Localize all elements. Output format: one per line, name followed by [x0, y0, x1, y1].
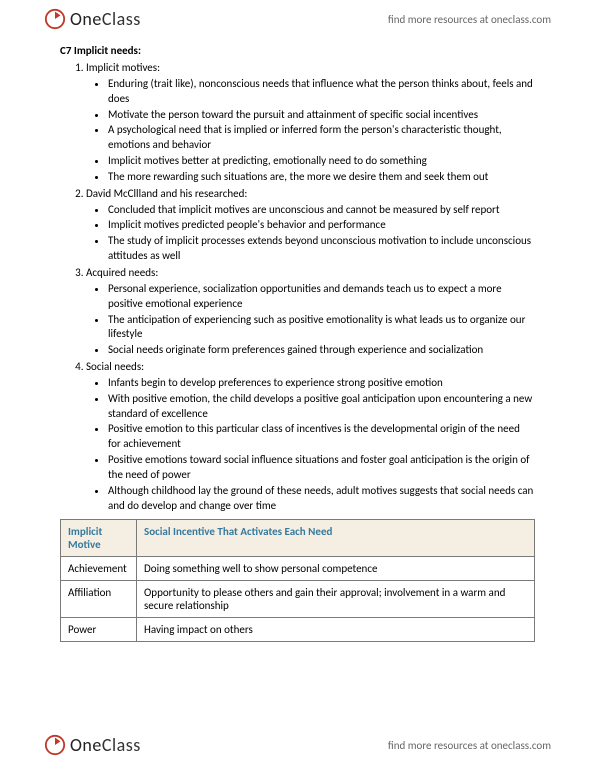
bullet: Motivate the person toward the pursuit a… — [108, 108, 535, 123]
brand-text: OneClass — [70, 8, 141, 30]
main-list: Implicit motives: Enduring (trait like),… — [60, 61, 535, 513]
bullet: A psychological need that is implied or … — [108, 123, 535, 153]
bullet-list: Personal experience, socialization oppor… — [86, 282, 535, 358]
bullet: Implicit motives predicted people's beha… — [108, 218, 535, 233]
bullet: Implicit motives better at predicting, e… — [108, 154, 535, 169]
cell-motive: Achievement — [61, 557, 137, 581]
bullet-list: Enduring (trait like), nonconscious need… — [86, 77, 535, 185]
table-row: Power Having impact on others — [61, 618, 535, 642]
cell-incentive: Opportunity to please others and gain th… — [137, 581, 535, 618]
bullet: The study of implicit processes extends … — [108, 234, 535, 264]
oneclass-logo-icon — [44, 8, 66, 30]
section-heading: Implicit motives: — [86, 61, 160, 74]
brand-class: Class — [102, 8, 141, 30]
bullet: Concluded that implicit motives are unco… — [108, 203, 535, 218]
cell-incentive: Doing something well to show personal co… — [137, 557, 535, 581]
footer-tagline: find more resources at oneclass.com — [388, 739, 551, 752]
bullet: With positive emotion, the child develop… — [108, 392, 535, 422]
section-1: Implicit motives: Enduring (trait like),… — [86, 61, 535, 185]
bullet: Infants begin to develop preferences to … — [108, 376, 535, 391]
table-row: Affiliation Opportunity to please others… — [61, 581, 535, 618]
brand-text: OneClass — [70, 734, 141, 756]
document-body: C7 Implicit needs: Implicit motives: End… — [0, 36, 595, 642]
bullet: Positive emotion to this particular clas… — [108, 422, 535, 452]
bullet: Although childhood lay the ground of the… — [108, 484, 535, 514]
oneclass-logo-icon — [44, 734, 66, 756]
table-row: Achievement Doing something well to show… — [61, 557, 535, 581]
page-header: OneClass find more resources at oneclass… — [0, 0, 595, 36]
brand-one: One — [70, 8, 102, 30]
bullet: Personal experience, socialization oppor… — [108, 282, 535, 312]
section-2: David McCllland and his researched: Conc… — [86, 187, 535, 264]
section-heading: Acquired needs: — [86, 266, 158, 279]
bullet: The anticipation of experiencing such as… — [108, 313, 535, 343]
bullet: Enduring (trait like), nonconscious need… — [108, 77, 535, 107]
section-heading: David McCllland and his researched: — [86, 187, 247, 200]
motives-table: Implicit Motive Social Incentive That Ac… — [60, 519, 535, 642]
brand-logo: OneClass — [44, 734, 141, 756]
doc-title: C7 Implicit needs: — [60, 44, 535, 57]
bullet: The more rewarding such situations are, … — [108, 170, 535, 185]
col-header-motive: Implicit Motive — [61, 520, 137, 557]
section-4: Social needs: Infants begin to develop p… — [86, 360, 535, 513]
section-3: Acquired needs: Personal experience, soc… — [86, 266, 535, 358]
cell-motive: Affiliation — [61, 581, 137, 618]
table-header-row: Implicit Motive Social Incentive That Ac… — [61, 520, 535, 557]
bullet-list: Concluded that implicit motives are unco… — [86, 203, 535, 264]
bullet: Social needs originate form preferences … — [108, 343, 535, 358]
cell-incentive: Having impact on others — [137, 618, 535, 642]
brand-logo: OneClass — [44, 8, 141, 30]
section-heading: Social needs: — [86, 360, 144, 373]
header-tagline: find more resources at oneclass.com — [388, 13, 551, 26]
brand-one: One — [70, 734, 102, 756]
bullet: Positive emotions toward social influenc… — [108, 453, 535, 483]
bullet-list: Infants begin to develop preferences to … — [86, 376, 535, 514]
page-footer: OneClass find more resources at oneclass… — [0, 726, 595, 762]
col-header-incentive: Social Incentive That Activates Each Nee… — [137, 520, 535, 557]
brand-class: Class — [102, 734, 141, 756]
cell-motive: Power — [61, 618, 137, 642]
